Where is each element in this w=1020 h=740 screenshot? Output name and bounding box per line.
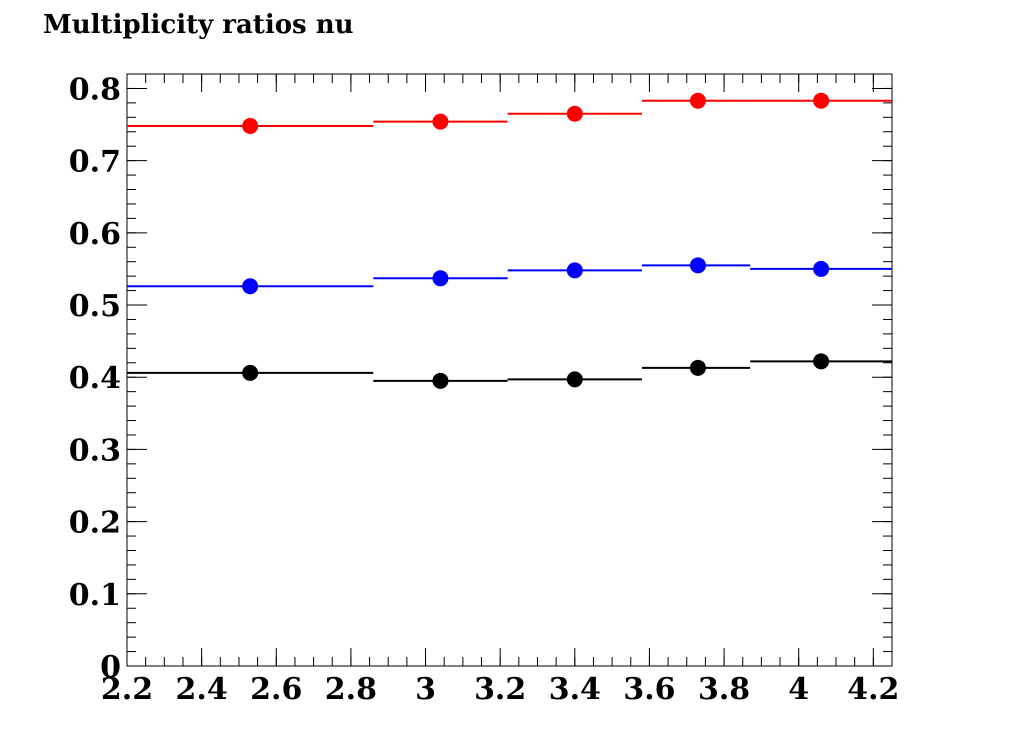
plot-frame bbox=[126, 73, 893, 667]
x-tick-label: 2.6 bbox=[250, 672, 302, 707]
series-layer bbox=[127, 92, 892, 389]
x-tick-label: 3.4 bbox=[549, 672, 601, 707]
y-tick-label: 0.6 bbox=[69, 217, 121, 252]
series-2 bbox=[127, 353, 892, 389]
x-tick-label: 2.4 bbox=[176, 672, 228, 707]
major-ticks bbox=[126, 74, 892, 667]
data-point bbox=[432, 270, 449, 287]
data-point bbox=[689, 92, 706, 109]
data-point bbox=[566, 105, 583, 122]
minor-ticks bbox=[126, 73, 893, 667]
data-point bbox=[689, 257, 706, 274]
x-tick-label: 4.2 bbox=[847, 672, 899, 707]
data-point bbox=[813, 92, 830, 109]
data-point bbox=[689, 359, 706, 376]
x-tick-label: 3.6 bbox=[623, 672, 675, 707]
x-tick-label: 2.2 bbox=[101, 672, 153, 707]
x-tick-label: 3 bbox=[415, 672, 436, 707]
data-point bbox=[566, 371, 583, 388]
data-point bbox=[566, 262, 583, 279]
data-point bbox=[242, 364, 259, 381]
data-point bbox=[432, 372, 449, 389]
data-point bbox=[432, 113, 449, 130]
data-point bbox=[813, 260, 830, 277]
x-tick-label: 3.2 bbox=[474, 672, 526, 707]
y-tick-label: 0.1 bbox=[69, 578, 121, 613]
y-axis-tick-labels: 0 0.1 0.2 0.3 0.4 0.5 0.6 0.7 0.8 bbox=[69, 72, 121, 685]
data-point bbox=[813, 353, 830, 370]
series-1 bbox=[127, 257, 892, 295]
y-tick-label: 0.5 bbox=[69, 289, 121, 324]
y-tick-label: 0.4 bbox=[69, 361, 121, 396]
y-tick-label: 0.2 bbox=[69, 506, 121, 541]
series-0 bbox=[127, 92, 892, 134]
y-tick-label: 0.3 bbox=[69, 433, 121, 468]
x-tick-label: 2.8 bbox=[325, 672, 377, 707]
y-tick-label: 0.8 bbox=[69, 72, 121, 107]
x-tick-label: 3.8 bbox=[698, 672, 750, 707]
y-tick-label: 0 bbox=[100, 650, 121, 685]
x-tick-label: 4 bbox=[788, 672, 809, 707]
x-axis-tick-labels: 2.2 2.4 2.6 2.8 3 3.2 3.4 3.6 3.8 4 4.2 bbox=[101, 672, 900, 707]
data-point bbox=[242, 117, 259, 134]
data-point bbox=[242, 278, 259, 295]
y-tick-label: 0.7 bbox=[69, 145, 121, 180]
chart-title: Multiplicity ratios nu bbox=[43, 10, 354, 40]
